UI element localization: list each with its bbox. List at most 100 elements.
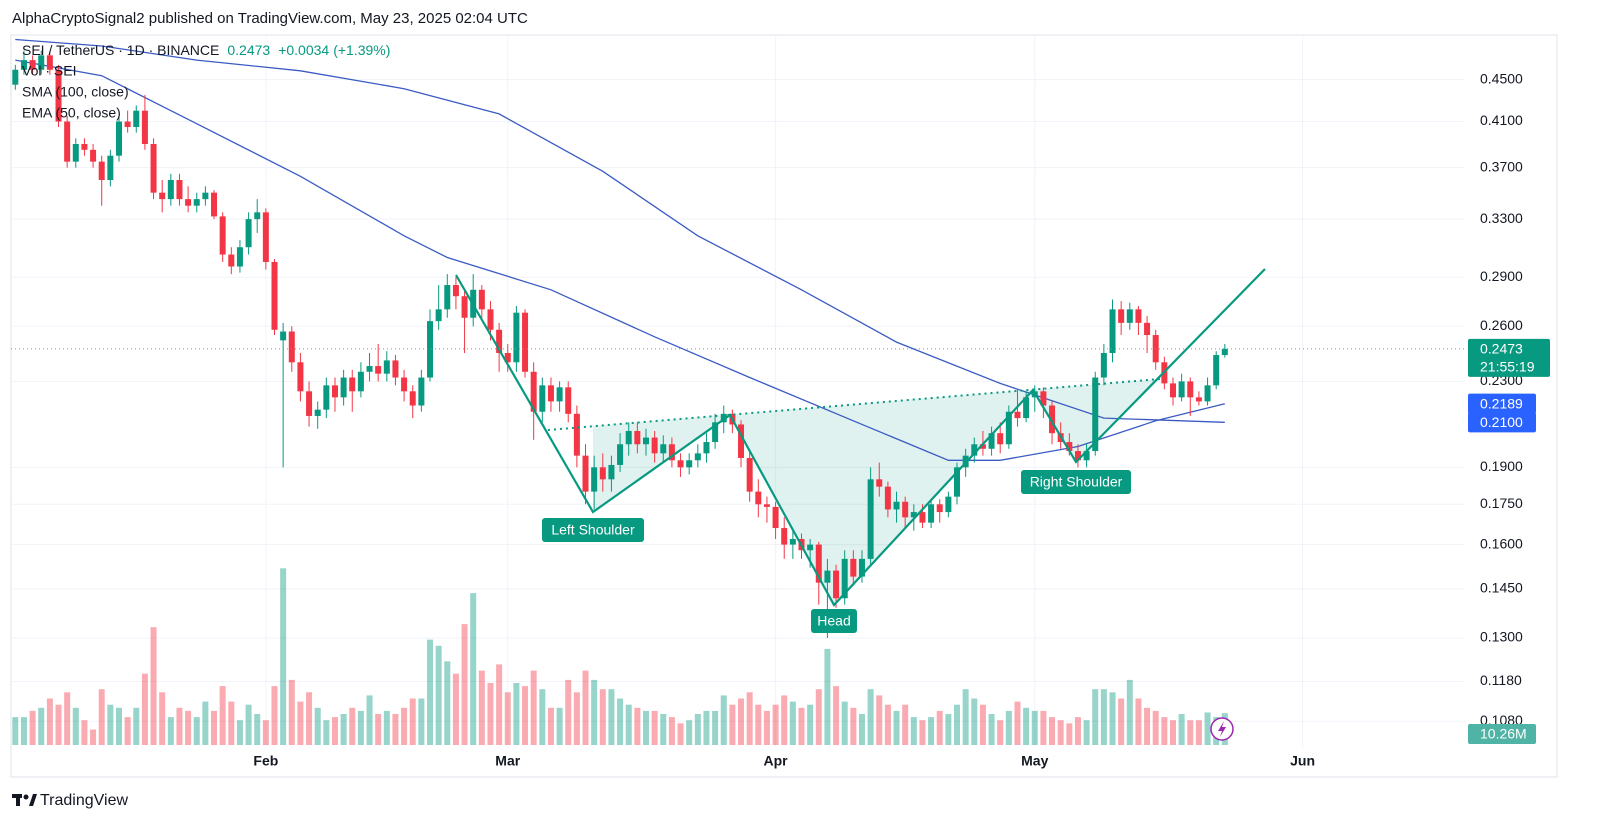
candle-body [1023,397,1030,419]
annotation: Head [817,613,850,629]
volume-bar [176,707,183,745]
candle-body [867,479,874,559]
pattern: Left Shoulder Head Right Shoulder [455,268,1266,633]
volume-bar [772,704,779,745]
volume-bar [323,720,330,745]
volume-tag [1468,724,1536,744]
candle-body [64,121,71,162]
volume-bar [1187,720,1194,745]
volume-bar [1074,717,1081,745]
logo-part [16,794,20,806]
ma-price-tag [1468,412,1536,433]
y-tick-label: 0.3300 [1480,210,1523,226]
volume-bar [928,717,935,745]
candle-body [539,385,546,412]
y-tick-label: 0.2600 [1480,317,1523,333]
candle-body [427,321,434,378]
candle-body [936,504,943,513]
candle-body [444,285,451,310]
volume-bar [858,714,865,745]
volume-bar [478,670,485,745]
volume-bar [893,710,900,745]
candle-body [660,444,667,454]
volume-bar [547,707,554,745]
volume-bar [971,698,978,745]
axis-layer: 0.45000.41000.37000.33000.29000.26000.23… [11,70,1550,769]
grid [11,35,1465,747]
volume-bar [375,714,382,745]
candle-body [487,309,494,330]
annotation-box [811,609,857,633]
volume-bar [133,707,140,745]
candle-body [651,437,658,454]
volume-bar [193,717,200,745]
symbol: SEI / TetherUS · 1D · BINANCE [22,42,219,58]
candle-body [902,501,909,518]
x-tick-label: Mar [495,753,520,769]
volume-bar [20,717,27,745]
volume-bar [90,729,97,745]
volume-bar [625,704,632,745]
candle-body [850,558,857,577]
volume-bar [634,707,641,745]
candle-body [288,331,295,363]
volume-bar [712,710,719,745]
candle-body [90,149,97,162]
candle-body [979,444,986,449]
volume-bar [746,692,753,745]
candle-body [858,558,865,577]
candle-body [954,467,961,497]
ma-line [15,38,1225,423]
volume-bar [884,704,891,745]
volume-bar [444,661,451,745]
candle-body [1169,383,1176,398]
candle-body [513,312,520,363]
footer: TradingView [12,792,128,809]
volume-bar [38,707,45,745]
candle-body [988,433,995,449]
candle-body [1135,309,1142,323]
last-price: 0.2473 [227,42,270,58]
volume-bar [150,627,157,745]
candle-body [418,377,425,406]
volume-bar [1135,698,1142,745]
legend-sma: SMA (100, close) [22,84,129,100]
volume-bar [1100,689,1107,745]
volume-bar [64,692,71,745]
candle-body [331,385,338,398]
logo-part [23,794,29,800]
volume-bar [409,698,416,745]
volume-bar [1023,707,1030,745]
volume-bar [1204,712,1211,745]
candle-body [55,69,62,122]
candle-body [20,60,27,70]
candle-body [833,570,840,599]
volume-bar [1031,710,1038,745]
candle-body [824,570,831,583]
volume-bar [841,701,848,745]
candle-body [694,453,701,461]
volume-bar [798,707,805,745]
candle-body [1074,451,1081,461]
candle-body [712,422,719,443]
candle-body [478,289,485,310]
volume-bar [392,714,399,745]
volume-bar [167,717,174,745]
last-price-label: 0.2473 [1480,341,1523,357]
candle-body [556,387,563,402]
volume-bar [1092,689,1099,745]
candle-body [38,55,45,70]
candle-body [202,192,209,200]
candle-body [815,544,822,583]
change-pct: (+1.39%) [333,42,390,58]
candle-body [997,433,1004,445]
volume-bar [306,692,313,745]
legend: SEI / TetherUS · 1D · BINANCE 0.2473 +0.00… [22,42,390,121]
volume-bar [1005,710,1012,745]
volume-bar [159,692,166,745]
candle-body [893,501,900,510]
candle-body [573,413,580,456]
ma-layer [15,38,1225,461]
pattern-line [455,268,1266,607]
